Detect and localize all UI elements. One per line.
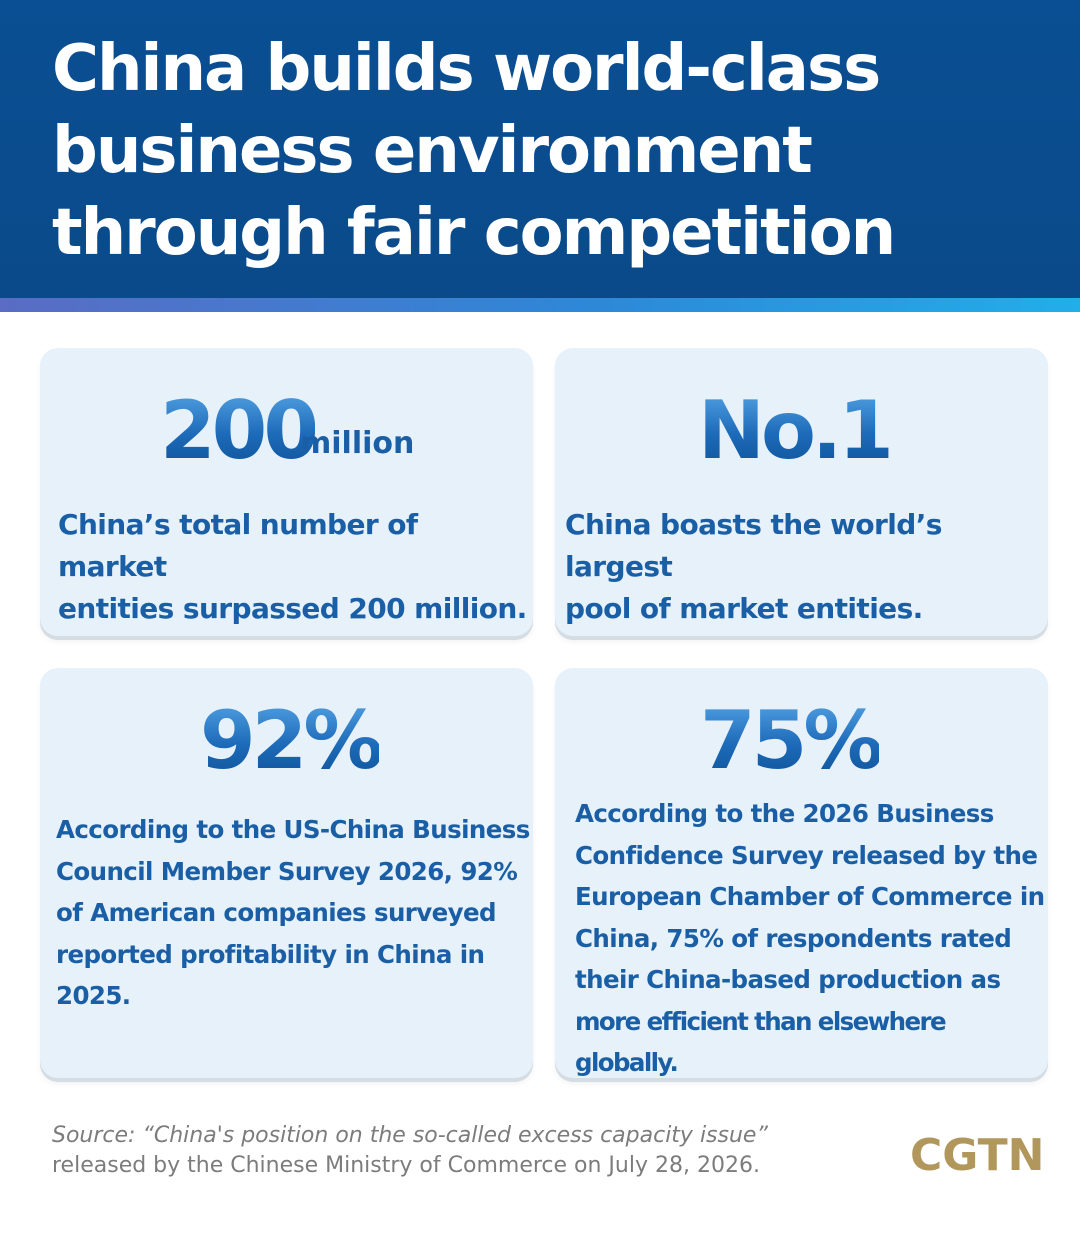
stat-card-us-survey: 92% According to the US-China Business C… [40,668,533,1078]
stat-unit: million [300,426,415,461]
description-line: their China-based production as [575,965,1001,994]
description-line: 2025. [56,981,131,1010]
stat-value: 200 [160,384,319,477]
stat-description: According to the 2026 Business Confidenc… [575,793,1048,1084]
description-line: According to the 2026 Business [575,799,994,828]
description-line: pool of market entities. [565,592,923,625]
description-line: European Chamber of Commerce in [575,882,1045,911]
description-line: of American companies surveyed [56,898,497,927]
description-line: China boasts the world’s largest [565,508,942,583]
stat-value: 92% [200,694,383,787]
stat-description: According to the US-China Business Counc… [56,809,530,1017]
stat-value: No.1 [698,384,894,477]
stat-value: 75% [700,694,883,787]
stat-description: China boasts the world’s largest pool of… [565,504,1048,630]
description-line: According to the US-China Business [56,815,530,844]
description-line: reported profitability in China in [56,939,485,969]
stat-description: China’s total number of market entities … [58,504,533,630]
stat-card-market-entities: 200 million China’s total number of mark… [40,348,533,636]
cgtn-logo: CGTN [910,1130,1045,1181]
source-line: Source: “China's position on the so-call… [52,1123,768,1148]
description-line: Confidence Survey released by the [575,840,1038,870]
accent-gradient-bar [0,298,1080,312]
description-line: China’s total number of market [58,508,418,583]
title-line: China builds world-class [52,32,881,106]
description-line: more efficient than elsewhere globally. [575,1006,947,1078]
source-citation: Source: “China's position on the so-call… [52,1121,872,1181]
description-line: China, 75% of respondents rated [575,923,1012,953]
source-line: released by the Chinese Ministry of Comm… [52,1153,760,1178]
title-line: business environment [52,114,813,188]
page-title: China builds world-class business enviro… [52,28,952,274]
description-line: Council Member Survey 2026, 92% [56,856,518,886]
description-line: entities surpassed 200 million. [58,592,527,625]
header-banner: China builds world-class business enviro… [0,0,1080,298]
stat-card-eu-survey: 75% According to the 2026 Business Confi… [555,668,1048,1078]
title-line: through fair competition [52,196,896,270]
stat-card-ranking: No.1 China boasts the world’s largest po… [555,348,1048,636]
